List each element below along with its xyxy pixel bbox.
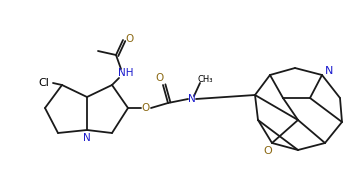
Text: O: O xyxy=(126,34,134,44)
Text: NH: NH xyxy=(118,68,134,78)
Text: O: O xyxy=(142,103,150,113)
Text: N: N xyxy=(325,66,333,76)
Text: N: N xyxy=(188,94,196,104)
Text: N: N xyxy=(83,133,91,143)
Text: CH₃: CH₃ xyxy=(197,75,213,84)
Text: Cl: Cl xyxy=(38,78,49,88)
Text: O: O xyxy=(264,146,272,156)
Text: O: O xyxy=(155,73,163,83)
